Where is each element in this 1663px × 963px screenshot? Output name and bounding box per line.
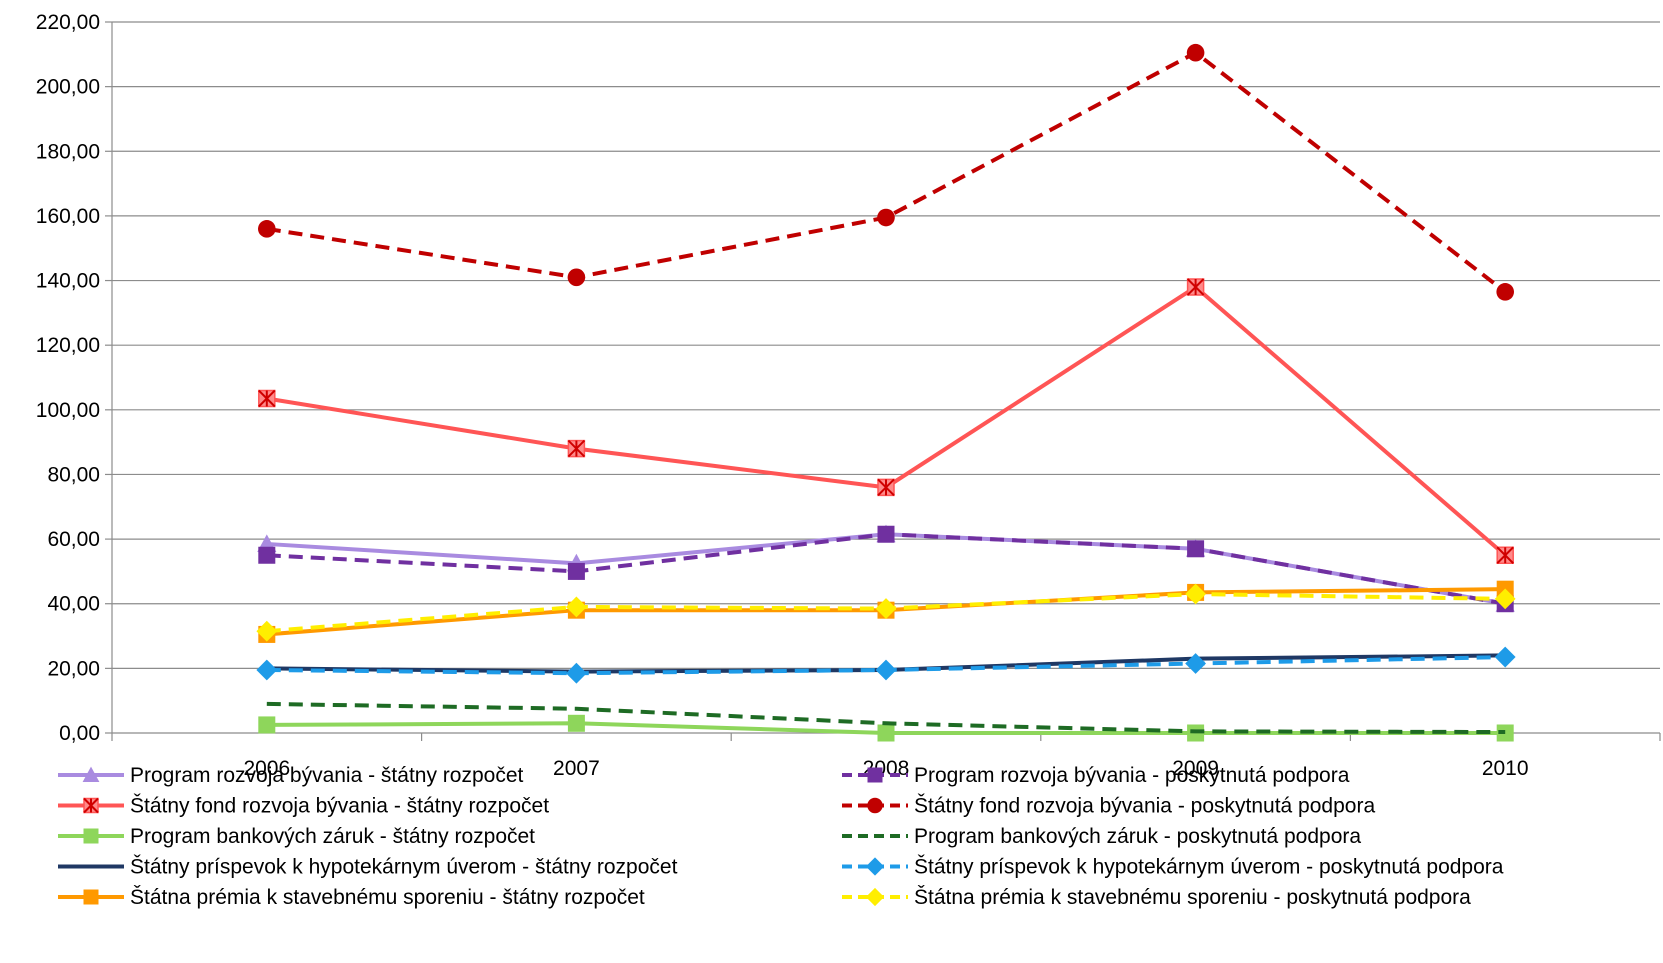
data-point [877, 724, 895, 742]
legend-item-7: Štátny príspevok k hypotekárnym úverom -… [842, 856, 1504, 879]
data-point [1494, 646, 1516, 668]
legend-item-4: Program bankových záruk - štátny rozpoče… [58, 825, 535, 848]
x-tick-label: 2009 [1172, 757, 1219, 780]
x-tick-label: 2006 [243, 757, 290, 780]
x-tick-label: 2010 [1482, 757, 1529, 780]
series-line [266, 701, 1506, 735]
legend-marker [82, 766, 100, 782]
y-tick-label: 220,00 [36, 11, 100, 34]
data-point [875, 598, 897, 619]
series-1 [258, 525, 1514, 613]
legend-item-6: Štátny príspevok k hypotekárnym úverom -… [58, 856, 678, 879]
legend-marker [865, 887, 885, 907]
data-point [258, 546, 276, 564]
data-point [258, 389, 276, 408]
series-lines [256, 43, 1516, 742]
data-point [877, 208, 895, 227]
legend-item-2: Štátny fond rozvoja bývania - štátny roz… [58, 795, 549, 818]
data-point [1186, 278, 1205, 296]
legend-item-3: Štátny fond rozvoja bývania - poskytnutá… [842, 795, 1375, 818]
legend-marker [867, 797, 883, 814]
series-9 [256, 583, 1516, 642]
data-point [1496, 283, 1514, 301]
legend-label: Štátna prémia k stavebnému sporeniu - po… [914, 886, 1471, 909]
data-point [1494, 588, 1516, 610]
data-point [1186, 43, 1205, 62]
legend-item-0: Program rozvoja bývania - štátny rozpoče… [58, 764, 524, 787]
data-point [566, 596, 587, 618]
legend-marker [83, 828, 99, 844]
data-point [877, 525, 895, 543]
y-tick-label: 180,00 [36, 140, 100, 163]
legend-marker [83, 797, 99, 814]
series-line [266, 532, 1506, 606]
data-point [877, 478, 895, 497]
data-point [1185, 653, 1206, 674]
y-tick-label: 40,00 [47, 593, 100, 616]
y-tick-label: 0,00 [59, 722, 100, 745]
series-7 [256, 646, 1516, 684]
y-tick-label: 80,00 [47, 463, 100, 486]
legend-label: Štátny fond rozvoja bývania - poskytnutá… [914, 795, 1375, 818]
series-5 [266, 701, 1506, 735]
legend-marker [865, 857, 885, 876]
y-tick-label: 20,00 [47, 657, 100, 680]
x-tick-label: 2007 [553, 757, 600, 780]
data-point [1187, 540, 1205, 558]
y-tick-label: 120,00 [36, 334, 100, 357]
data-point [566, 662, 587, 684]
gridlines [112, 21, 1660, 669]
data-point [567, 439, 586, 458]
legend-item-1: Program rozvoja bývania - poskytnutá pod… [842, 764, 1350, 787]
y-tick-label: 140,00 [36, 270, 100, 293]
data-point [567, 714, 585, 732]
legend-item-5: Program bankových záruk - poskytnutá pod… [842, 825, 1361, 848]
data-point [1496, 546, 1514, 564]
series-2 [258, 278, 1514, 564]
data-point [1496, 724, 1514, 742]
legend-marker [83, 889, 99, 905]
series-3 [258, 43, 1514, 301]
legend: Program rozvoja bývania - štátny rozpoče… [58, 764, 1504, 909]
data-point [1185, 583, 1206, 605]
legend-marker [867, 767, 883, 783]
y-tick-label: 160,00 [36, 205, 100, 228]
data-point [258, 220, 276, 238]
data-point [875, 659, 897, 681]
legend-label: Štátna prémia k stavebnému sporeniu - št… [130, 886, 645, 909]
series-4 [258, 714, 1514, 742]
y-tick-label: 100,00 [36, 399, 100, 422]
data-point [256, 620, 278, 642]
data-point [258, 716, 276, 734]
legend-label: Štátny príspevok k hypotekárnym úverom -… [914, 856, 1504, 879]
legend-label: Program rozvoja bývania - poskytnutá pod… [914, 764, 1350, 787]
axes: 0,00 20,00 40,00 60,00 80,00 100,00 120,00 140,… [36, 11, 1661, 780]
data-point [567, 562, 585, 580]
legend-item-8: Štátna prémia k stavebnému sporeniu - št… [58, 886, 645, 909]
data-point [256, 659, 278, 681]
legend-label: Program rozvoja bývania - štátny rozpoče… [130, 764, 524, 787]
legend-label: Štátny fond rozvoja bývania - štátny roz… [130, 795, 549, 818]
series-line [266, 285, 1507, 557]
data-point [567, 268, 586, 287]
legend-item-9: Štátna prémia k stavebnému sporeniu - po… [842, 886, 1471, 909]
legend-label: Program bankových záruk - poskytnutá pod… [914, 825, 1361, 848]
y-tick-label: 200,00 [36, 76, 100, 99]
legend-label: Štátny príspevok k hypotekárnym úverom -… [130, 856, 678, 879]
legend-label: Program bankových záruk - štátny rozpoče… [130, 825, 535, 848]
y-tick-label: 60,00 [47, 528, 100, 551]
series-line [266, 50, 1507, 294]
